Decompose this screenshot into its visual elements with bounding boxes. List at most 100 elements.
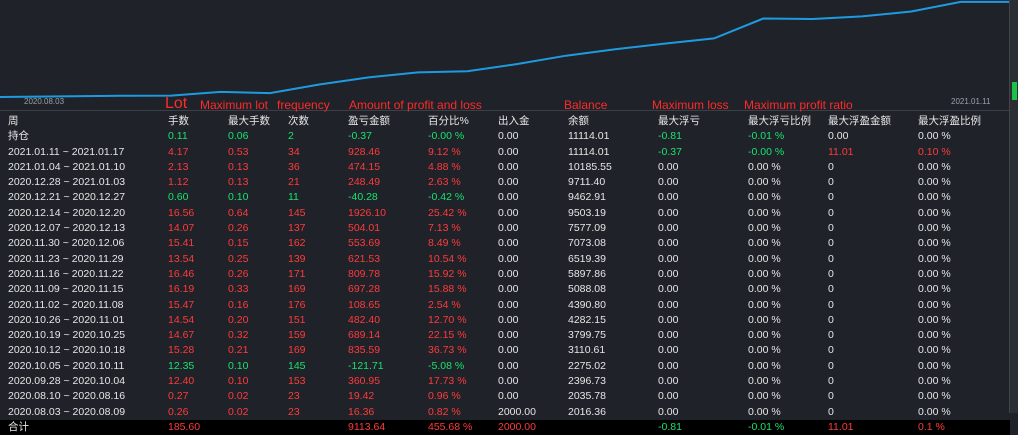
cell-lots: 0.11 xyxy=(168,130,188,143)
cell-max-floating-profit-ratio: 0.00 % xyxy=(918,267,951,280)
cell-count: 169 xyxy=(288,344,306,357)
cell-week: 2020.08.10 ~ 2020.08.16 xyxy=(8,390,126,403)
cell-max-floating-profit: 0 xyxy=(828,405,834,418)
table-row: 2020.09.28 ~ 2020.10.04 12.40 0.10 153 360.9… xyxy=(0,374,1010,389)
scroll-thumb[interactable] xyxy=(1012,82,1017,100)
cell-max-floating-loss: 0.00 xyxy=(658,405,679,418)
cell-count: 2 xyxy=(288,130,294,143)
cell-max-floating-profit-ratio: 0.00 % xyxy=(918,359,951,372)
header-balance: 余额 xyxy=(568,115,589,127)
header-max-floating-loss: 最大浮亏 xyxy=(658,115,700,127)
cell-max-floating-profit: 0 xyxy=(828,329,834,342)
cell-max-floating-profit-ratio: 0.00 % xyxy=(918,176,951,189)
cell-profit-amount: 621.53 xyxy=(348,252,381,265)
table-row: 2020.11.30 ~ 2020.12.06 15.41 0.15 162 553.6… xyxy=(0,236,1010,251)
total-percent: 455.68 % xyxy=(428,420,473,433)
table-row: 2020.10.19 ~ 2020.10.25 14.67 0.32 159 689.1… xyxy=(0,328,1010,343)
cell-max-floating-profit: 0 xyxy=(828,390,834,403)
cell-count: 159 xyxy=(288,329,306,342)
cell-week: 2020.12.14 ~ 2020.12.20 xyxy=(8,206,126,219)
cell-max-floating-loss: -0.81 xyxy=(658,130,682,143)
cell-deposit: 0.00 xyxy=(498,130,519,143)
cell-max-floating-loss: 0.00 xyxy=(658,267,679,280)
cell-percent: 15.88 % xyxy=(428,283,467,296)
cell-max-floating-loss-ratio: -0.00 % xyxy=(748,145,785,158)
cell-max-floating-profit-ratio: 0.00 % xyxy=(918,329,951,342)
cell-percent: -0.42 % xyxy=(428,191,465,204)
cell-count: 34 xyxy=(288,145,300,158)
header-percent: 百分比% xyxy=(428,115,469,127)
cell-percent: 36.73 % xyxy=(428,344,467,357)
cell-max-floating-loss: 0.00 xyxy=(658,237,679,250)
table-row: 2020.11.09 ~ 2020.11.15 16.19 0.33 169 697.2… xyxy=(0,282,1010,297)
cell-max-floating-loss-ratio: 0.00 % xyxy=(748,176,781,189)
cell-lots: 12.40 xyxy=(168,375,195,388)
cell-count: 153 xyxy=(288,375,306,388)
cell-lots: 14.67 xyxy=(168,329,195,342)
cell-profit-amount: 108.65 xyxy=(348,298,381,311)
cell-max-floating-profit: 0 xyxy=(828,222,834,235)
annotation-max-profit-ratio: Maximum profit ratio xyxy=(744,98,853,112)
cell-max-lots: 0.16 xyxy=(228,298,249,311)
table-row: 2020.12.14 ~ 2020.12.20 16.56 0.64 145 1926.… xyxy=(0,206,1010,221)
cell-max-floating-loss: 0.00 xyxy=(658,222,679,235)
cell-percent: 10.54 % xyxy=(428,252,467,265)
cell-max-floating-loss: 0.00 xyxy=(658,390,679,403)
cell-percent: 0.82 % xyxy=(428,405,461,418)
cell-balance: 6519.39 xyxy=(568,252,606,265)
cell-max-floating-profit-ratio: 0.00 % xyxy=(918,222,951,235)
cell-max-floating-loss-ratio: -0.01 % xyxy=(748,130,785,143)
cell-week: 2020.12.07 ~ 2020.12.13 xyxy=(8,222,126,235)
cell-percent: 17.73 % xyxy=(428,375,467,388)
table-row: 2020.10.12 ~ 2020.10.18 15.28 0.21 169 835.5… xyxy=(0,343,1010,358)
cell-max-floating-profit: 0 xyxy=(828,252,834,265)
cell-week: 2020.12.28 ~ 2021.01.03 xyxy=(8,176,126,189)
cell-percent: 22.15 % xyxy=(428,329,467,342)
cell-max-floating-loss-ratio: 0.00 % xyxy=(748,298,781,311)
cell-balance: 10185.55 xyxy=(568,160,612,173)
cell-max-floating-profit: 0 xyxy=(828,160,834,173)
cell-deposit: 0.00 xyxy=(498,206,519,219)
header-max-lots: 最大手数 xyxy=(228,115,270,127)
cell-max-lots: 0.64 xyxy=(228,206,249,219)
cell-count: 145 xyxy=(288,359,306,372)
cell-week: 持仓 xyxy=(8,130,29,143)
cell-count: 139 xyxy=(288,252,306,265)
cell-max-lots: 0.26 xyxy=(228,267,249,280)
cell-week: 2020.10.05 ~ 2020.10.11 xyxy=(8,359,125,372)
cell-max-floating-profit: 11.01 xyxy=(828,145,854,158)
cell-week: 2020.10.19 ~ 2020.10.25 xyxy=(8,329,126,342)
cell-max-floating-profit: 0 xyxy=(828,375,834,388)
cell-balance: 4282.15 xyxy=(568,313,606,326)
header-max-floating-profit: 最大浮盈金额 xyxy=(828,115,891,127)
cell-max-lots: 0.13 xyxy=(228,176,249,189)
total-max-floating-loss-ratio: -0.01 % xyxy=(748,420,785,433)
cell-week: 2020.11.23 ~ 2020.11.29 xyxy=(8,252,124,265)
cell-max-floating-profit: 0 xyxy=(828,344,834,357)
cell-lots: 15.47 xyxy=(168,298,195,311)
annotation-max-lot: Maximum lot xyxy=(200,98,269,112)
cell-max-floating-profit-ratio: 0.00 % xyxy=(918,191,951,204)
cell-lots: 16.56 xyxy=(168,206,195,219)
header-lots: 手数 xyxy=(168,115,189,127)
cell-max-floating-loss: 0.00 xyxy=(658,298,679,311)
cell-balance: 9503.19 xyxy=(568,206,606,219)
balance-line xyxy=(0,0,1010,98)
cell-profit-amount: 19.42 xyxy=(348,390,375,403)
cell-profit-amount: 835.59 xyxy=(348,344,381,357)
table-row: 2020.10.05 ~ 2020.10.11 12.35 0.10 145 -121.… xyxy=(0,359,1010,374)
chart-x-start-label: 2020.08.03 xyxy=(24,97,65,106)
cell-max-floating-loss: 0.00 xyxy=(658,176,679,189)
table-row: 2020.08.10 ~ 2020.08.16 0.27 0.02 23 19.42 0.… xyxy=(0,389,1010,404)
cell-max-floating-loss-ratio: 0.00 % xyxy=(748,313,781,326)
cell-week: 2020.12.21 ~ 2020.12.27 xyxy=(8,191,126,204)
cell-max-floating-profit: 0.00 xyxy=(828,130,849,143)
total-lots: 185.60 xyxy=(168,420,201,433)
cell-percent: 2.63 % xyxy=(428,176,461,189)
cell-count: 137 xyxy=(288,222,306,235)
total-label: 合计 xyxy=(8,420,29,433)
panel-right-scrollbar[interactable] xyxy=(1009,0,1018,413)
cell-deposit: 0.00 xyxy=(498,160,519,173)
cell-deposit: 0.00 xyxy=(498,390,519,403)
cell-week: 2020.09.28 ~ 2020.10.04 xyxy=(8,375,126,388)
